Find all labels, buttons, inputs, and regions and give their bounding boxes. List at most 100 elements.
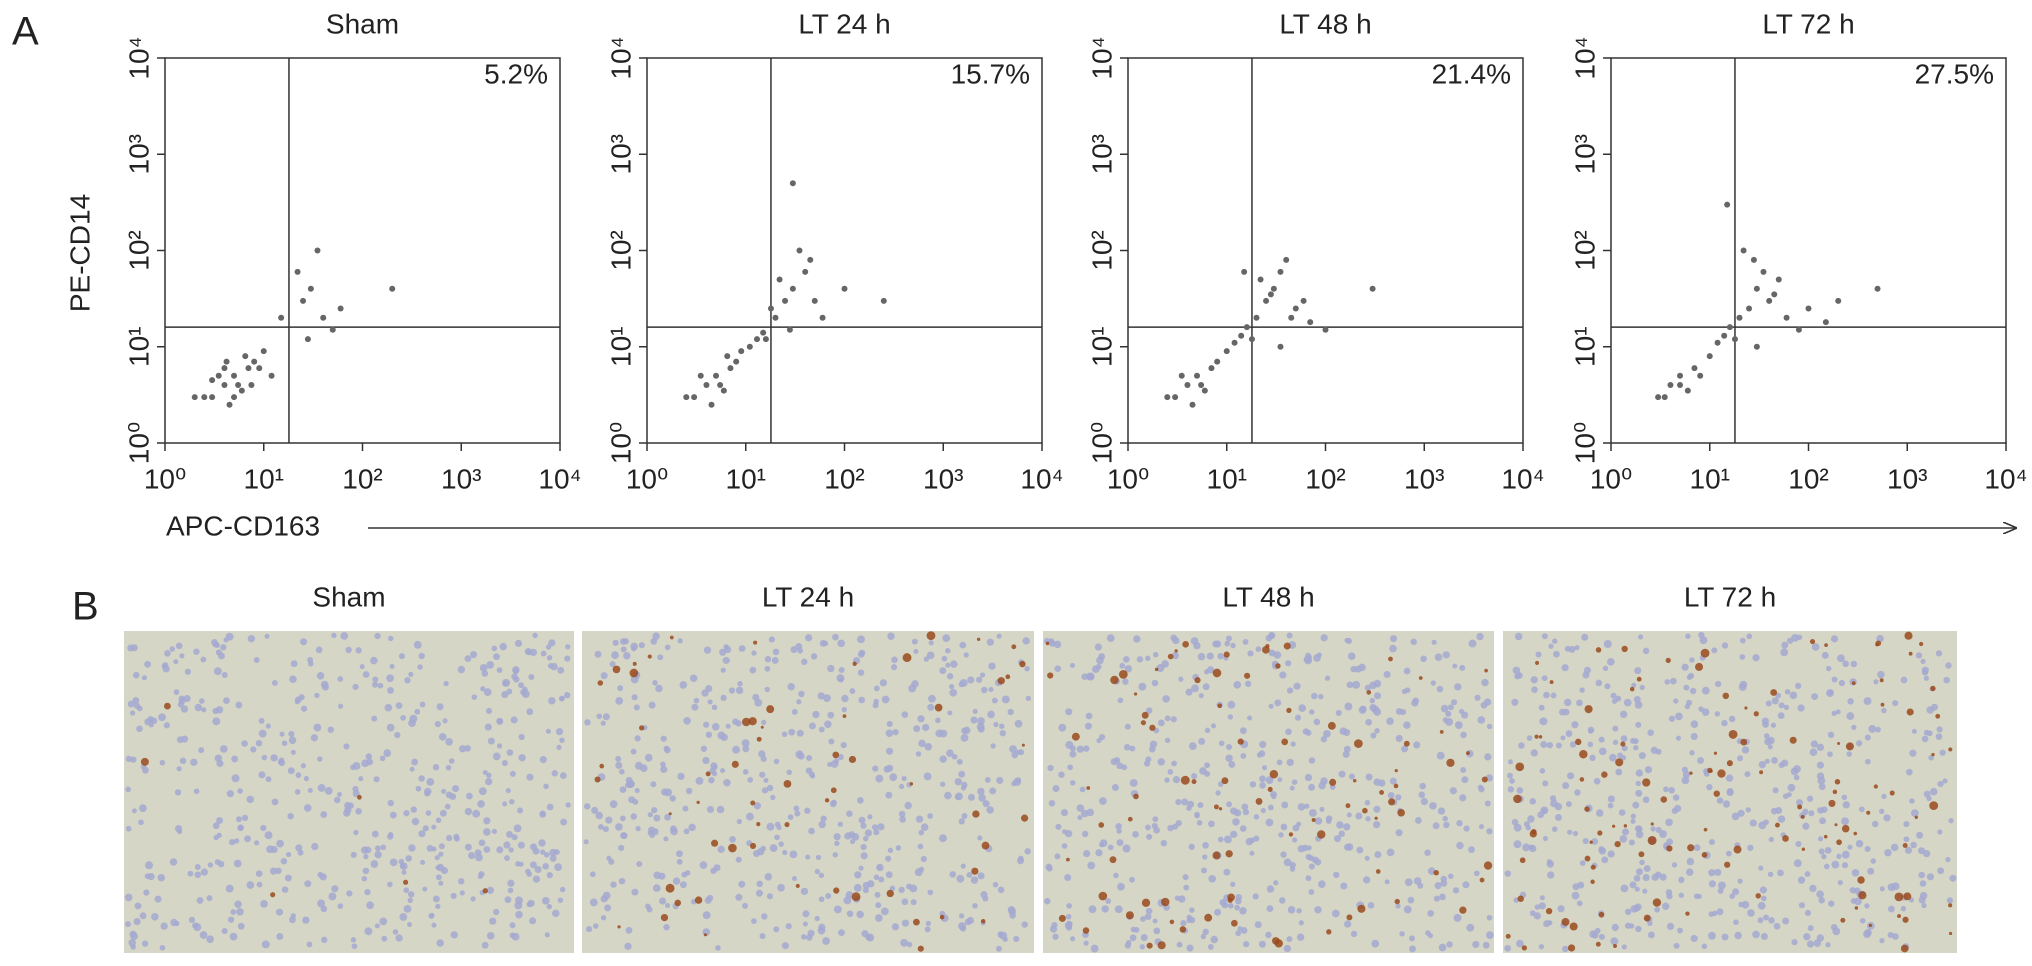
nucleus [337, 703, 344, 709]
nucleus [1765, 700, 1772, 707]
stain [749, 842, 757, 850]
nucleus [1784, 689, 1791, 695]
nucleus [515, 910, 523, 919]
nucleus [806, 934, 813, 941]
nucleus [508, 847, 514, 853]
nucleus [418, 652, 425, 660]
nucleus [198, 747, 205, 754]
nucleus [1483, 698, 1492, 706]
nucleus [812, 710, 820, 719]
nucleus [685, 787, 693, 795]
nucleus [303, 804, 312, 812]
stain [1418, 676, 1423, 680]
nucleus [1065, 708, 1073, 716]
nucleus [1875, 726, 1881, 733]
nucleus [311, 842, 319, 851]
nucleus [1734, 931, 1742, 940]
nucleus [1850, 660, 1858, 668]
nucleus [387, 799, 394, 807]
nucleus [548, 697, 556, 705]
nucleus [220, 644, 227, 651]
nucleus [1350, 930, 1358, 938]
data-point [738, 348, 745, 355]
data-point [1241, 268, 1248, 275]
nucleus [173, 689, 180, 695]
stain [1755, 893, 1761, 899]
stain [1459, 906, 1467, 914]
nucleus [728, 687, 736, 694]
x-tick-label: 10³ [441, 463, 481, 494]
stain [1519, 857, 1526, 864]
nucleus [383, 749, 392, 757]
nucleus [1374, 728, 1380, 734]
nucleus [1318, 693, 1324, 700]
nucleus [445, 791, 453, 799]
nucleus [918, 829, 925, 836]
nucleus [945, 662, 951, 668]
nucleus [364, 888, 371, 896]
nucleus [787, 814, 794, 820]
nucleus [1186, 944, 1194, 952]
nucleus [1631, 682, 1637, 688]
nucleus [1553, 650, 1560, 658]
nucleus [1690, 934, 1698, 943]
nucleus [1635, 830, 1644, 839]
nucleus [619, 768, 625, 775]
nucleus [1561, 664, 1569, 672]
data-point [201, 394, 208, 401]
nucleus [1681, 776, 1690, 785]
nucleus [1708, 880, 1716, 888]
nucleus [913, 725, 921, 733]
stain [1904, 631, 1913, 640]
nucleus [1007, 708, 1014, 716]
nucleus [1562, 708, 1570, 716]
stain [1288, 832, 1294, 837]
data-point [772, 314, 779, 321]
nucleus [1760, 932, 1768, 940]
data-point [1691, 365, 1698, 372]
nucleus [1283, 944, 1292, 953]
nucleus [360, 846, 369, 854]
nucleus [470, 896, 476, 902]
nucleus [173, 659, 179, 665]
nucleus [1303, 803, 1310, 809]
nucleus [996, 633, 1002, 639]
data-point [727, 365, 734, 372]
nucleus [503, 841, 511, 849]
nucleus [705, 685, 713, 693]
nucleus [381, 935, 388, 942]
nucleus [1635, 780, 1641, 787]
nucleus [176, 736, 184, 744]
nucleus [961, 781, 968, 789]
nucleus [1180, 920, 1187, 927]
data-point [789, 180, 796, 187]
nucleus [657, 654, 664, 661]
nucleus [504, 855, 510, 861]
nucleus [233, 859, 242, 868]
nucleus [1365, 816, 1371, 822]
nucleus [1672, 794, 1680, 801]
nucleus [589, 898, 598, 907]
nucleus [1058, 723, 1067, 732]
nucleus [887, 847, 894, 853]
nucleus [1047, 764, 1054, 772]
nucleus [288, 916, 296, 924]
nucleus [1612, 725, 1619, 732]
stain [1393, 783, 1399, 789]
data-point [314, 247, 321, 254]
nucleus [1297, 803, 1306, 811]
nucleus [269, 867, 278, 875]
data-point [1731, 336, 1738, 343]
nucleus [559, 737, 565, 743]
data-point [245, 365, 252, 372]
nucleus [560, 818, 568, 826]
nucleus [1725, 774, 1734, 782]
nucleus [1793, 859, 1802, 868]
nucleus [1001, 695, 1010, 704]
nucleus [428, 913, 435, 919]
nucleus [786, 769, 792, 776]
y-tick-label: 10⁴ [123, 36, 154, 79]
nucleus [818, 872, 825, 878]
nucleus [1259, 775, 1266, 783]
stain [1483, 861, 1493, 870]
